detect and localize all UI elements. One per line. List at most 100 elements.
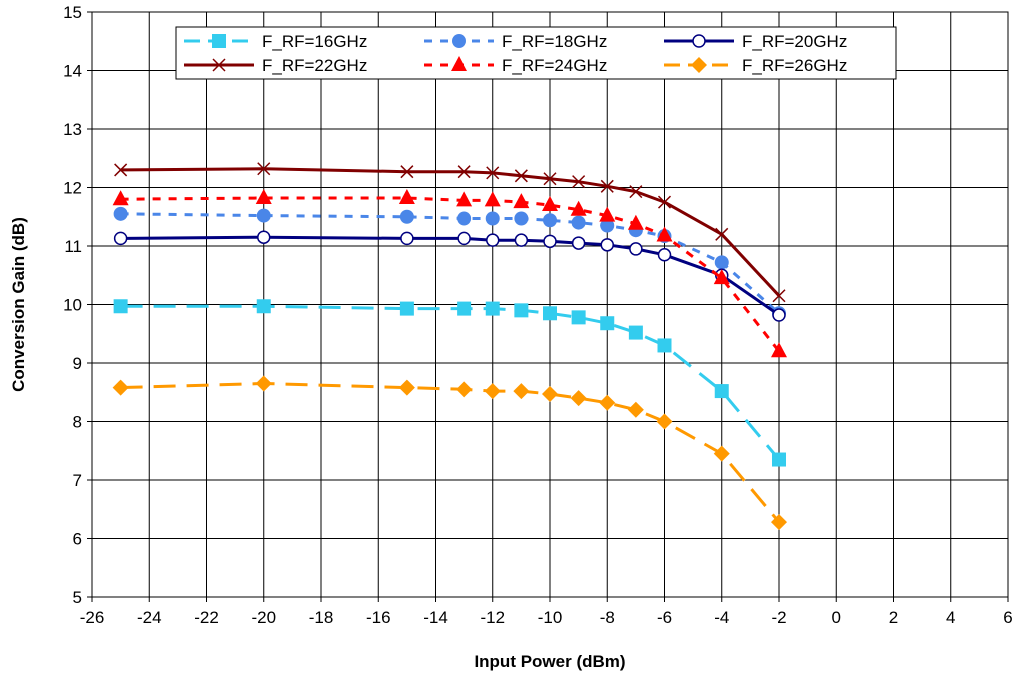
- data-point-f-rf-18ghz: [543, 213, 557, 228]
- data-point-f-rf-22ghz: [457, 165, 471, 179]
- data-point-f-rf-16ghz: [113, 299, 128, 314]
- x-tick-label: 0: [832, 608, 841, 627]
- data-point-f-rf-24ghz: [771, 342, 787, 358]
- data-point-f-rf-18ghz: [113, 206, 128, 221]
- data-point-f-rf-18ghz: [399, 209, 414, 224]
- data-point-f-rf-16ghz: [514, 303, 529, 318]
- data-point-f-rf-22ghz: [543, 172, 557, 186]
- data-point-f-rf-16ghz: [657, 338, 672, 353]
- data-point-f-rf-26ghz: [771, 514, 787, 531]
- y-tick-label: 7: [73, 471, 82, 490]
- data-point-f-rf-24ghz: [456, 191, 473, 207]
- legend-label-f-rf-22ghz: F_RF=22GHz: [262, 56, 367, 75]
- series-f-rf-22ghz: [114, 162, 786, 303]
- x-tick-label: -20: [251, 608, 276, 627]
- series-f-rf-16ghz: [113, 299, 786, 467]
- y-tick-label: 12: [63, 179, 82, 198]
- x-tick-label: -14: [423, 608, 448, 627]
- data-point-f-rf-26ghz: [513, 383, 530, 400]
- data-point-f-rf-16ghz: [399, 301, 414, 316]
- data-point-f-rf-26ghz: [398, 379, 415, 396]
- data-point-f-rf-20ghz: [543, 234, 557, 249]
- data-point-f-rf-16ghz: [600, 316, 615, 331]
- series-f-rf-24ghz: [112, 189, 787, 358]
- x-tick-label: 4: [946, 608, 955, 627]
- data-point-f-rf-22ghz: [629, 185, 643, 199]
- data-point-f-rf-24ghz: [627, 214, 644, 230]
- legend-box: [175, 26, 897, 80]
- data-point-f-rf-20ghz: [457, 231, 471, 246]
- marker-stroke: [600, 179, 614, 193]
- y-tick-label: 15: [63, 3, 82, 22]
- marker-stroke: [257, 162, 271, 176]
- data-point-f-rf-24ghz: [713, 269, 730, 285]
- data-point-f-rf-18ghz: [514, 211, 529, 226]
- data-point-f-rf-22ghz: [114, 163, 128, 177]
- marker-stroke: [657, 195, 672, 209]
- x-tick-label: -18: [309, 608, 334, 627]
- marker-stroke: [212, 58, 226, 72]
- data-point-f-rf-20ghz: [772, 308, 786, 322]
- data-point-f-rf-18ghz: [256, 208, 271, 223]
- x-axis-title: Input Power (dBm): [474, 652, 625, 671]
- data-point-f-rf-22ghz: [400, 165, 414, 179]
- data-point-f-rf-20ghz: [486, 233, 500, 247]
- data-point-f-rf-18ghz: [485, 211, 500, 226]
- x-tick-label: -24: [137, 608, 162, 627]
- data-point-f-rf-20ghz: [113, 231, 128, 246]
- y-tick-label: 9: [73, 354, 82, 373]
- legend-marker-f-rf-22ghz: [212, 58, 226, 72]
- marker-stroke: [543, 172, 557, 186]
- data-point-f-rf-22ghz: [514, 169, 528, 183]
- data-point-f-rf-20ghz: [600, 238, 614, 252]
- series-line-f-rf-20ghz: [120, 235, 780, 317]
- y-tick-label: 11: [64, 237, 82, 256]
- data-point-f-rf-26ghz: [255, 375, 272, 392]
- marker-stroke: [400, 165, 414, 179]
- data-point-f-rf-26ghz: [570, 390, 587, 407]
- data-point-f-rf-18ghz: [600, 218, 615, 233]
- data-point-f-rf-24ghz: [542, 196, 558, 212]
- x-tick-label: -10: [538, 608, 563, 627]
- y-tick-label: 8: [73, 413, 82, 432]
- data-point-f-rf-26ghz: [112, 379, 129, 396]
- legend-label-f-rf-26ghz: F_RF=26GHz: [742, 56, 847, 75]
- legend-label-f-rf-16ghz: F_RF=16GHz: [262, 32, 367, 51]
- marker-stroke: [514, 169, 528, 183]
- data-point-f-rf-26ghz: [542, 386, 558, 403]
- x-tick-label: -22: [194, 608, 219, 627]
- legend-label-f-rf-20ghz: F_RF=20GHz: [742, 32, 847, 51]
- marker-stroke: [486, 166, 500, 180]
- legend-marker-f-rf-26ghz: [691, 57, 707, 73]
- data-point-f-rf-24ghz: [398, 189, 415, 205]
- marker-stroke: [457, 165, 471, 179]
- data-point-f-rf-26ghz: [627, 401, 644, 418]
- series-line-f-rf-26ghz: [120, 382, 781, 524]
- x-tick-label: -4: [714, 608, 729, 627]
- data-point-f-rf-16ghz: [714, 384, 729, 399]
- data-point-f-rf-16ghz: [772, 452, 786, 467]
- data-point-f-rf-26ghz: [599, 394, 616, 411]
- series-line-f-rf-18ghz: [120, 212, 780, 315]
- data-point-f-rf-22ghz: [657, 195, 672, 209]
- legend-marker-f-rf-16ghz: [212, 34, 226, 48]
- data-point-f-rf-24ghz: [484, 191, 501, 207]
- y-tick-label: 13: [63, 120, 82, 139]
- x-tick-label: -26: [80, 608, 105, 627]
- legend-label-f-rf-18ghz: F_RF=18GHz: [502, 32, 607, 51]
- legend-marker-f-rf-20ghz: [692, 34, 706, 48]
- data-point-f-rf-16ghz: [571, 310, 586, 325]
- x-tick-label: -16: [366, 608, 391, 627]
- legend-label-f-rf-24ghz: F_RF=24GHz: [502, 56, 607, 75]
- x-tick-label: 2: [889, 608, 898, 627]
- data-point-f-rf-22ghz: [600, 179, 614, 193]
- data-point-f-rf-16ghz: [485, 301, 500, 316]
- data-point-f-rf-22ghz: [572, 175, 586, 189]
- data-point-f-rf-24ghz: [656, 226, 673, 242]
- data-point-f-rf-26ghz: [656, 413, 673, 430]
- data-point-f-rf-18ghz: [571, 215, 586, 230]
- data-point-f-rf-20ghz: [657, 248, 672, 262]
- legend: F_RF=16GHz F_RF=18GHz F_RF=20GHz F_RF=22GHz…: [175, 26, 897, 80]
- data-point-f-rf-24ghz: [255, 189, 272, 205]
